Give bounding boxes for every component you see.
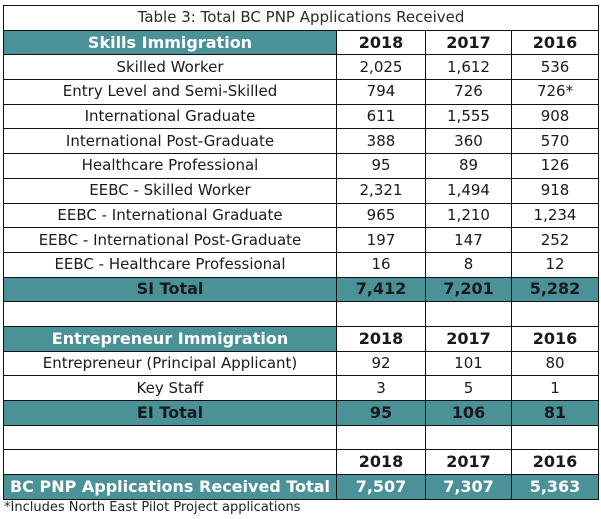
row-label: Entry Level and Semi-Skilled	[3, 79, 337, 105]
year-header: 2017	[425, 29, 512, 56]
cell-2017: 89	[425, 153, 512, 179]
row-label: Key Staff	[3, 375, 337, 401]
cell-2016: 80	[510, 350, 600, 377]
year-header: 2017	[425, 325, 512, 352]
year-header: 2017	[425, 449, 512, 476]
grand-total-row: BC PNP Applications Received Total 7,507…	[3, 474, 600, 500]
row-label: EEBC - International Graduate	[3, 202, 337, 229]
table-row: Healthcare Professional 95 89 126	[3, 153, 600, 179]
cell-2018: 197	[336, 227, 426, 253]
table-row: Entrepreneur (Principal Applicant) 92 10…	[3, 350, 600, 377]
table-row: EEBC - International Post-Graduate 197 1…	[3, 227, 600, 253]
table-row: Key Staff 3 5 1	[3, 375, 600, 401]
cell-2016: 126	[510, 153, 600, 179]
cell-2016: 726*	[510, 79, 600, 105]
cell-2018: 965	[336, 202, 426, 229]
grand-total-2016: 5,363	[510, 474, 600, 500]
cell-2018: 95	[336, 153, 426, 179]
row-label: Healthcare Professional	[3, 153, 337, 179]
year-header: 2018	[336, 29, 426, 56]
cell-2018: 388	[336, 128, 426, 155]
row-label: EEBC - Healthcare Professional	[3, 251, 337, 278]
cell-2016: 918	[510, 177, 600, 204]
grand-total-2017: 7,307	[425, 474, 512, 500]
total-2016: 81	[510, 400, 600, 426]
grand-header-row: 2018 2017 2016	[3, 449, 600, 476]
spacer-row	[3, 424, 600, 451]
table-row: International Post-Graduate 388 360 570	[3, 128, 600, 155]
cell-2016: 908	[510, 103, 600, 130]
year-header: 2018	[336, 449, 426, 476]
cell-2016: 1	[510, 375, 600, 401]
table-row: EEBC - Skilled Worker 2,321 1,494 918	[3, 177, 600, 204]
cell-2016: 570	[510, 128, 600, 155]
grand-header-label	[3, 449, 337, 476]
table-row: Entry Level and Semi-Skilled 794 726 726…	[3, 79, 600, 105]
table-caption: Table 3: Total BC PNP Applications Recei…	[2, 5, 600, 31]
cell-2017: 147	[425, 227, 512, 253]
spacer-row	[3, 301, 600, 327]
total-label: SI Total	[3, 276, 337, 303]
skills-header-row: Skills Immigration 2018 2017 2016	[3, 29, 600, 56]
year-header: 2016	[510, 449, 600, 476]
cell-2018: 2,025	[336, 54, 426, 81]
row-label: EEBC - Skilled Worker	[3, 177, 337, 204]
total-2018: 95	[336, 400, 426, 426]
total-label: EI Total	[3, 400, 337, 426]
cell-2017: 360	[425, 128, 512, 155]
cell-2017: 101	[425, 350, 512, 377]
table-row: EEBC - Healthcare Professional 16 8 12	[3, 251, 600, 278]
year-header: 2016	[510, 325, 600, 352]
row-label: Entrepreneur (Principal Applicant)	[3, 350, 337, 377]
cell-2017: 5	[425, 375, 512, 401]
table-row: International Graduate 611 1,555 908	[3, 103, 600, 130]
row-label: Skilled Worker	[3, 54, 337, 81]
grand-total-2018: 7,507	[336, 474, 426, 500]
cell-2018: 611	[336, 103, 426, 130]
table-row: EEBC - International Graduate 965 1,210 …	[3, 202, 600, 229]
year-header: 2018	[336, 325, 426, 352]
entrepreneur-section-title: Entrepreneur Immigration	[3, 325, 337, 352]
footnote: *Includes North East Pilot Project appli…	[4, 500, 301, 515]
cell-2016: 12	[510, 251, 600, 278]
total-2017: 106	[425, 400, 512, 426]
cell-2017: 726	[425, 79, 512, 105]
cell-2017: 1,494	[425, 177, 512, 204]
applications-table: Table 3: Total BC PNP Applications Recei…	[2, 5, 600, 500]
row-label: EEBC - International Post-Graduate	[3, 227, 337, 253]
year-header: 2016	[510, 29, 600, 56]
cell-2017: 1,555	[425, 103, 512, 130]
cell-2018: 92	[336, 350, 426, 377]
cell-2018: 2,321	[336, 177, 426, 204]
cell-2018: 794	[336, 79, 426, 105]
cell-2016: 536	[510, 54, 600, 81]
row-label: International Post-Graduate	[3, 128, 337, 155]
entrepreneur-header-row: Entrepreneur Immigration 2018 2017 2016	[3, 325, 600, 352]
row-label: International Graduate	[3, 103, 337, 130]
cell-2017: 1,612	[425, 54, 512, 81]
cell-2018: 3	[336, 375, 426, 401]
total-2016: 5,282	[510, 276, 600, 303]
skills-section-title: Skills Immigration	[3, 29, 337, 56]
total-2018: 7,412	[336, 276, 426, 303]
cell-2017: 8	[425, 251, 512, 278]
si-total-row: SI Total 7,412 7,201 5,282	[3, 276, 600, 303]
table-row: Skilled Worker 2,025 1,612 536	[3, 54, 600, 81]
cell-2017: 1,210	[425, 202, 512, 229]
total-2017: 7,201	[425, 276, 512, 303]
cell-2016: 252	[510, 227, 600, 253]
cell-2018: 16	[336, 251, 426, 278]
ei-total-row: EI Total 95 106 81	[3, 400, 600, 426]
grand-total-label: BC PNP Applications Received Total	[3, 474, 337, 500]
cell-2016: 1,234	[510, 202, 600, 229]
